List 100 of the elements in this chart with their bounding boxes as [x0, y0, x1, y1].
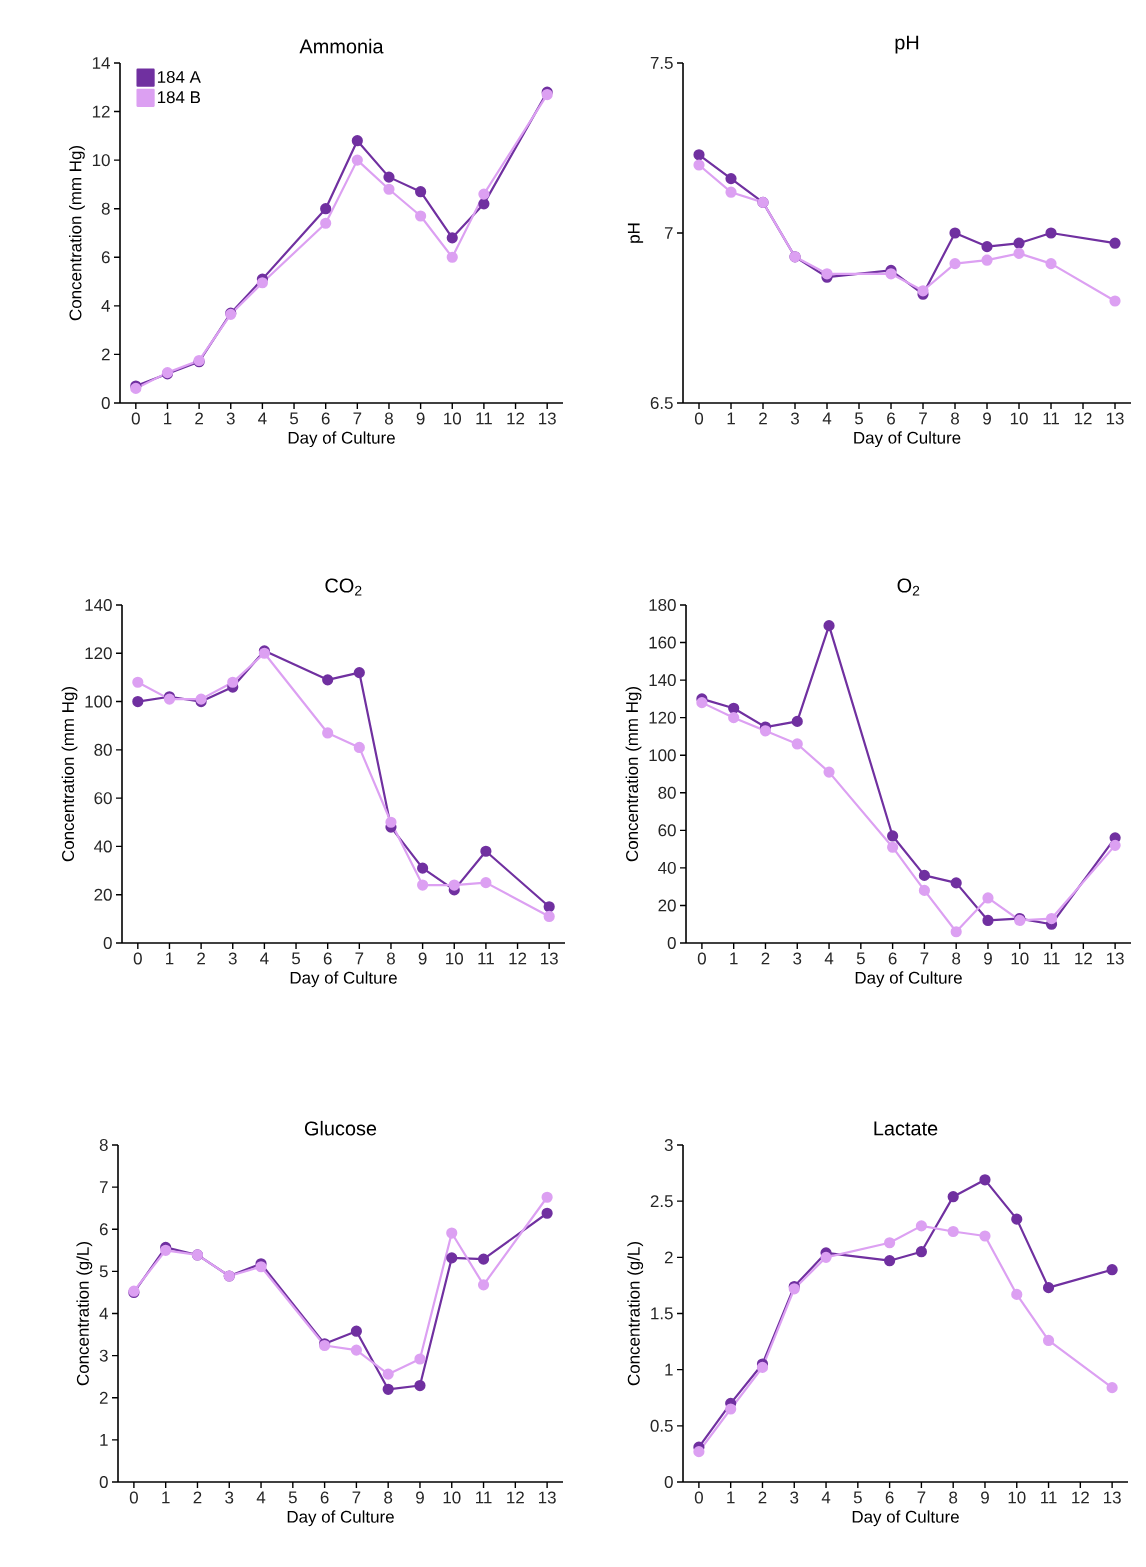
x-tick-label: 6 — [320, 1491, 329, 1504]
y-tick-label: 6 — [99, 1223, 108, 1236]
y-tick-label: 10 — [92, 154, 110, 167]
x-tick-label: 3 — [226, 412, 235, 425]
x-tick-label: 5 — [288, 1491, 297, 1504]
x-tick-label: 7 — [917, 1491, 926, 1504]
x-axis-title: Day of Culture — [288, 431, 395, 448]
x-tick-label: 11 — [1043, 412, 1059, 425]
x-tick-label: 5 — [854, 412, 863, 425]
y-tick-label: 120 — [649, 711, 676, 724]
x-tick-label: 13 — [1106, 412, 1124, 425]
x-tick-label: 6 — [323, 952, 332, 965]
x-tick-label: 6 — [888, 952, 897, 965]
chart-title: O$_{2}$ — [897, 578, 920, 596]
y-tick-label: 100 — [85, 695, 112, 708]
x-tick-label: 4 — [258, 412, 267, 425]
x-tick-label: 9 — [981, 1491, 989, 1504]
x-tick-label: 7 — [352, 1491, 361, 1504]
y-tick-label: 0 — [667, 936, 676, 949]
y-tick-label: 7 — [664, 227, 673, 239]
y-tick-label: 40 — [658, 861, 676, 874]
x-tick-label: 0 — [694, 1491, 703, 1504]
x-tick-label: 3 — [228, 952, 237, 965]
y-axis-title: pH — [627, 223, 644, 243]
y-tick-label: 80 — [658, 786, 676, 799]
x-tick-label: 11 — [1044, 952, 1060, 965]
y-tick-label: 2 — [664, 1251, 673, 1264]
y-tick-label: 14 — [92, 57, 110, 69]
y-tick-label: 12 — [92, 105, 110, 118]
y-tick-label: 60 — [658, 824, 676, 837]
x-axis-title: Day of Culture — [287, 1510, 394, 1527]
y-tick-label: 4 — [101, 300, 110, 312]
x-tick-label: 2 — [197, 952, 205, 965]
x-tick-label: 5 — [290, 412, 299, 425]
chart-title: Glucose — [304, 1120, 377, 1136]
x-tick-label: 11 — [1041, 1491, 1057, 1504]
x-tick-label: 0 — [694, 412, 704, 425]
y-tick-label: 1 — [665, 1363, 673, 1376]
y-tick-label: 80 — [94, 743, 112, 756]
x-tick-label: 1 — [727, 1491, 735, 1504]
y-tick-label: 3 — [99, 1349, 108, 1362]
y-axis-title: Concentration (mm Hg) — [625, 687, 642, 862]
x-tick-label: 4 — [821, 1491, 831, 1504]
y-tick-label: 60 — [94, 792, 112, 805]
x-tick-label: 12 — [1074, 412, 1092, 425]
x-tick-label: 0 — [131, 412, 140, 425]
y-tick-label: 4 — [99, 1307, 108, 1320]
x-tick-label: 12 — [1075, 952, 1092, 965]
x-tick-label: 13 — [1107, 952, 1124, 965]
y-tick-label: 40 — [94, 840, 112, 853]
x-tick-label: 8 — [386, 952, 395, 965]
y-tick-label: 1.5 — [651, 1307, 673, 1320]
y-axis-title: Concentration (mm Hg) — [61, 687, 78, 862]
legend-label: 184 B — [157, 91, 201, 104]
y-tick-label: 160 — [649, 636, 676, 649]
x-tick-label: 12 — [509, 952, 527, 965]
x-tick-label: 12 — [507, 412, 525, 425]
x-tick-label: 7 — [355, 952, 364, 965]
x-tick-label: 8 — [952, 952, 961, 965]
x-tick-label: 2 — [761, 952, 770, 965]
y-tick-label: 7.5 — [650, 57, 673, 69]
y-tick-label: 6 — [101, 251, 110, 264]
x-tick-label: 12 — [507, 1491, 524, 1504]
x-tick-label: 3 — [790, 412, 799, 425]
x-tick-label: 3 — [225, 1491, 234, 1504]
x-tick-label: 2 — [759, 412, 767, 425]
x-tick-label: 11 — [476, 1491, 492, 1504]
x-tick-label: 4 — [822, 412, 832, 425]
y-axis-title: Concentration (g/L) — [76, 1242, 93, 1386]
x-tick-label: 8 — [949, 1491, 958, 1504]
x-tick-label: 3 — [790, 1491, 799, 1504]
y-tick-label: 5 — [99, 1265, 108, 1278]
x-tick-label: 8 — [384, 1491, 393, 1504]
y-tick-label: 0 — [103, 936, 112, 949]
legend-label: 184 A — [157, 71, 201, 84]
x-tick-label: 4 — [260, 952, 269, 965]
x-tick-label: 12 — [1072, 1491, 1089, 1504]
y-axis-title: Concentration (mm Hg) — [69, 146, 85, 321]
x-tick-label: 0 — [129, 1491, 138, 1504]
x-tick-label: 4 — [824, 952, 834, 965]
y-tick-label: 140 — [85, 598, 112, 611]
x-tick-label: 6 — [885, 1491, 894, 1504]
y-tick-label: 3 — [664, 1139, 673, 1151]
x-tick-label: 9 — [416, 1491, 424, 1504]
chart-title: Lactate — [874, 1121, 938, 1136]
x-tick-label: 9 — [418, 952, 427, 965]
x-tick-label: 13 — [539, 412, 556, 425]
x-tick-label: 9 — [416, 412, 425, 425]
x-axis-title: Day of Culture — [852, 1510, 959, 1527]
x-tick-label: 9 — [984, 952, 992, 965]
x-tick-label: 5 — [853, 1491, 862, 1504]
y-tick-label: 7 — [99, 1181, 108, 1193]
x-tick-label: 10 — [1011, 952, 1029, 965]
x-tick-label: 1 — [164, 412, 172, 425]
y-tick-label: 2.5 — [650, 1195, 673, 1208]
x-tick-label: 3 — [793, 952, 802, 965]
chart-title: pH — [895, 35, 919, 54]
x-tick-label: 1 — [727, 412, 735, 425]
x-tick-label: 10 — [443, 1491, 461, 1504]
x-axis-title: Day of Culture — [854, 431, 961, 448]
